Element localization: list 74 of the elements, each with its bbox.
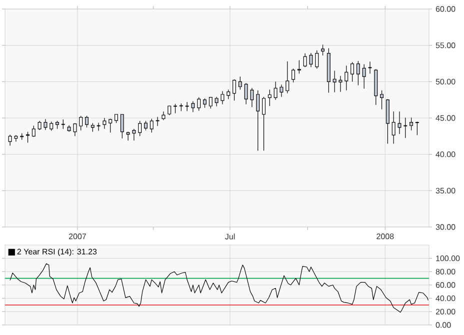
candlestick (244, 82, 248, 104)
candlestick (96, 122, 100, 132)
candlestick (238, 76, 242, 90)
candlestick (26, 132, 30, 143)
y-tick-label: 40.00 (436, 151, 456, 158)
candlestick (174, 104, 178, 114)
candlestick (362, 64, 366, 89)
candlestick (315, 50, 319, 69)
candlestick (108, 118, 112, 133)
candlestick (8, 134, 12, 146)
candlestick (321, 44, 325, 56)
candlestick (344, 65, 348, 91)
candlestick (138, 120, 142, 136)
y-tick-label: 80.00 (436, 268, 456, 274)
candlestick (280, 84, 284, 98)
candlestick (168, 105, 172, 116)
candlestick (203, 98, 207, 108)
candlestick (356, 60, 360, 86)
candlestick (79, 116, 83, 131)
candlestick (256, 90, 260, 151)
x-tick-label: 2007 (69, 234, 86, 240)
candlestick (191, 100, 195, 112)
candlestick (268, 89, 272, 106)
candlestick (220, 90, 224, 104)
y-tick-label: 40.00 (436, 295, 456, 302)
x-tick-label: 2008 (376, 234, 394, 240)
y-tick-label: 60.00 (436, 6, 456, 12)
candlestick (150, 118, 154, 133)
candlestick (292, 68, 296, 83)
candlestick (44, 118, 48, 130)
candlestick (398, 111, 402, 134)
candlestick (197, 96, 201, 112)
candlestick (14, 134, 18, 142)
y-tick-label: 35.00 (436, 188, 456, 194)
candlestick (32, 125, 36, 138)
candlestick (350, 62, 354, 82)
candlestick (250, 88, 254, 108)
y-tick-label: 100.00 (436, 255, 460, 262)
candlestick (332, 70, 336, 92)
candlestick (132, 128, 136, 141)
candlestick (85, 116, 89, 128)
candlestick (226, 89, 230, 100)
candlestick (404, 117, 408, 138)
candlestick (368, 61, 372, 74)
candlestick (303, 53, 307, 68)
y-tick-label: 45.00 (436, 115, 456, 121)
y-tick-label: 20.00 (436, 308, 456, 314)
candlestick (61, 119, 65, 130)
y-tick-label: 60.00 (436, 282, 456, 288)
candlestick (309, 52, 313, 68)
candlestick (120, 114, 124, 139)
candlestick (232, 79, 236, 101)
x-tick-label: Jul (225, 234, 235, 240)
candlestick (73, 122, 77, 136)
candlestick (38, 120, 42, 130)
candlestick (262, 96, 266, 151)
candlestick (274, 81, 278, 100)
candlestick (415, 121, 419, 136)
candlestick (338, 76, 342, 92)
candlestick (185, 102, 189, 112)
candlestick (156, 116, 160, 126)
y-tick-label: 30.00 (436, 224, 456, 230)
legend-label: 2 Year RSI (14): 31.23 (17, 248, 97, 256)
candlestick (297, 60, 301, 74)
candlestick (102, 118, 106, 130)
y-tick-label: 0.00 (436, 322, 451, 328)
candlestick (392, 111, 396, 144)
candlestick (50, 121, 54, 132)
candlestick (410, 117, 414, 131)
candlestick (214, 96, 218, 107)
candlestick (286, 61, 290, 94)
candlestick (144, 120, 148, 131)
y-tick-label: 55.00 (436, 42, 456, 48)
y-tick-label: 50.00 (436, 78, 456, 84)
